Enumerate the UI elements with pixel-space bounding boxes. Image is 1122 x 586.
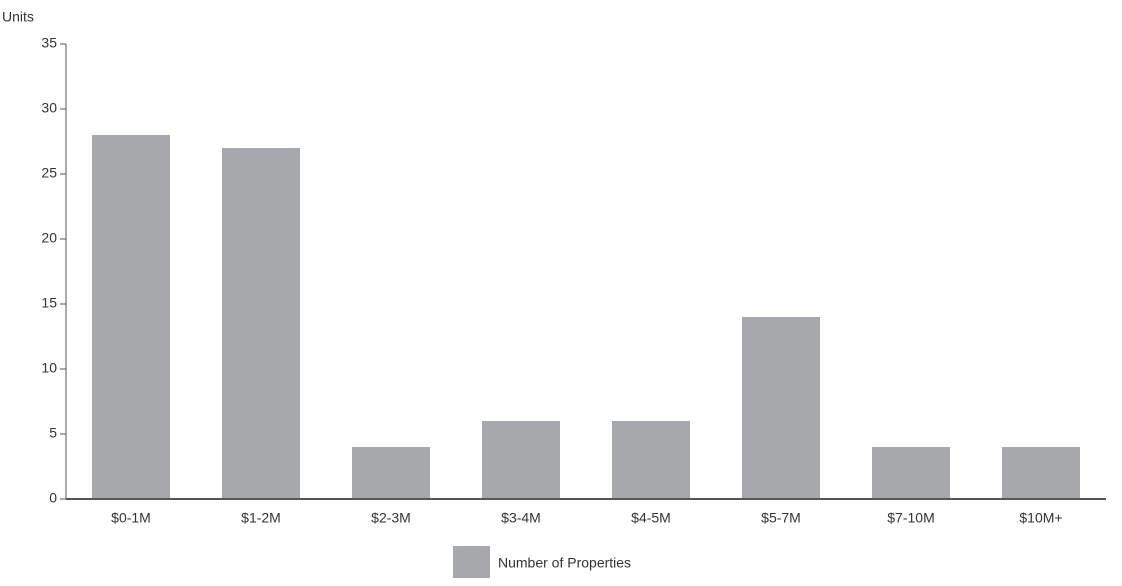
bar: [742, 317, 820, 499]
bar: [92, 135, 170, 499]
x-tick-label: $10M+: [1019, 510, 1062, 526]
bar: [872, 447, 950, 499]
y-tick-label: 5: [49, 425, 57, 441]
bar: [612, 421, 690, 499]
y-axis-label: Units: [2, 9, 34, 25]
x-tick-label: $5-7M: [761, 510, 801, 526]
legend-label: Number of Properties: [498, 555, 631, 571]
y-tick-label: 30: [41, 100, 57, 116]
y-tick-label: 0: [49, 490, 57, 506]
x-tick-label: $2-3M: [371, 510, 411, 526]
bar: [1002, 447, 1080, 499]
bar: [352, 447, 430, 499]
x-tick-label: $4-5M: [631, 510, 671, 526]
x-tick-label: $3-4M: [501, 510, 541, 526]
bar: [482, 421, 560, 499]
legend-swatch: [453, 546, 490, 578]
x-tick-label: $0-1M: [111, 510, 151, 526]
x-tick-label: $7-10M: [887, 510, 934, 526]
y-tick-label: 25: [41, 165, 57, 181]
bar: [222, 148, 300, 499]
x-tick-label: $1-2M: [241, 510, 281, 526]
y-tick-label: 10: [41, 360, 57, 376]
y-tick-label: 15: [41, 295, 57, 311]
y-tick-label: 35: [41, 35, 57, 51]
y-tick-label: 20: [41, 230, 57, 246]
